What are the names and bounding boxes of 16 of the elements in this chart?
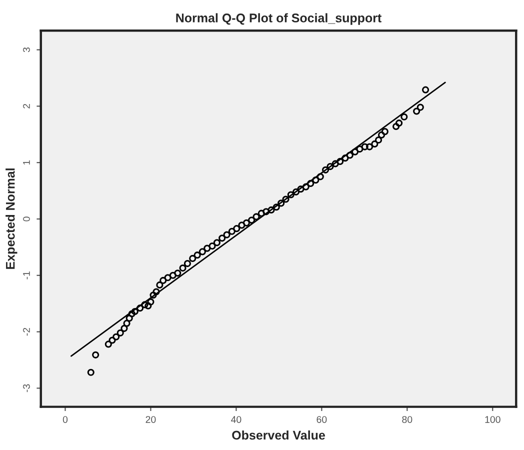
x-tick-label: 0: [62, 416, 68, 423]
chart-title: Normal Q-Q Plot of Social_support: [176, 13, 382, 25]
y-axis-title: Expected Normal: [6, 168, 18, 269]
y-tick-label: -2: [23, 328, 30, 336]
x-tick-label: 60: [316, 416, 327, 423]
x-axis-title: Observed Value: [232, 430, 325, 440]
x-tick-label: 100: [485, 416, 500, 423]
x-tick-label: 20: [146, 416, 156, 423]
y-tick-label: 1: [23, 160, 30, 165]
y-tick-label: -1: [23, 272, 30, 280]
y-tick-label: -3: [23, 384, 30, 392]
y-tick-label: 0: [23, 216, 30, 222]
y-tick-label: 2: [23, 104, 30, 108]
x-tick-label: 80: [402, 416, 412, 423]
x-tick-label: 40: [231, 416, 242, 423]
y-tick-label: 3: [23, 48, 30, 52]
